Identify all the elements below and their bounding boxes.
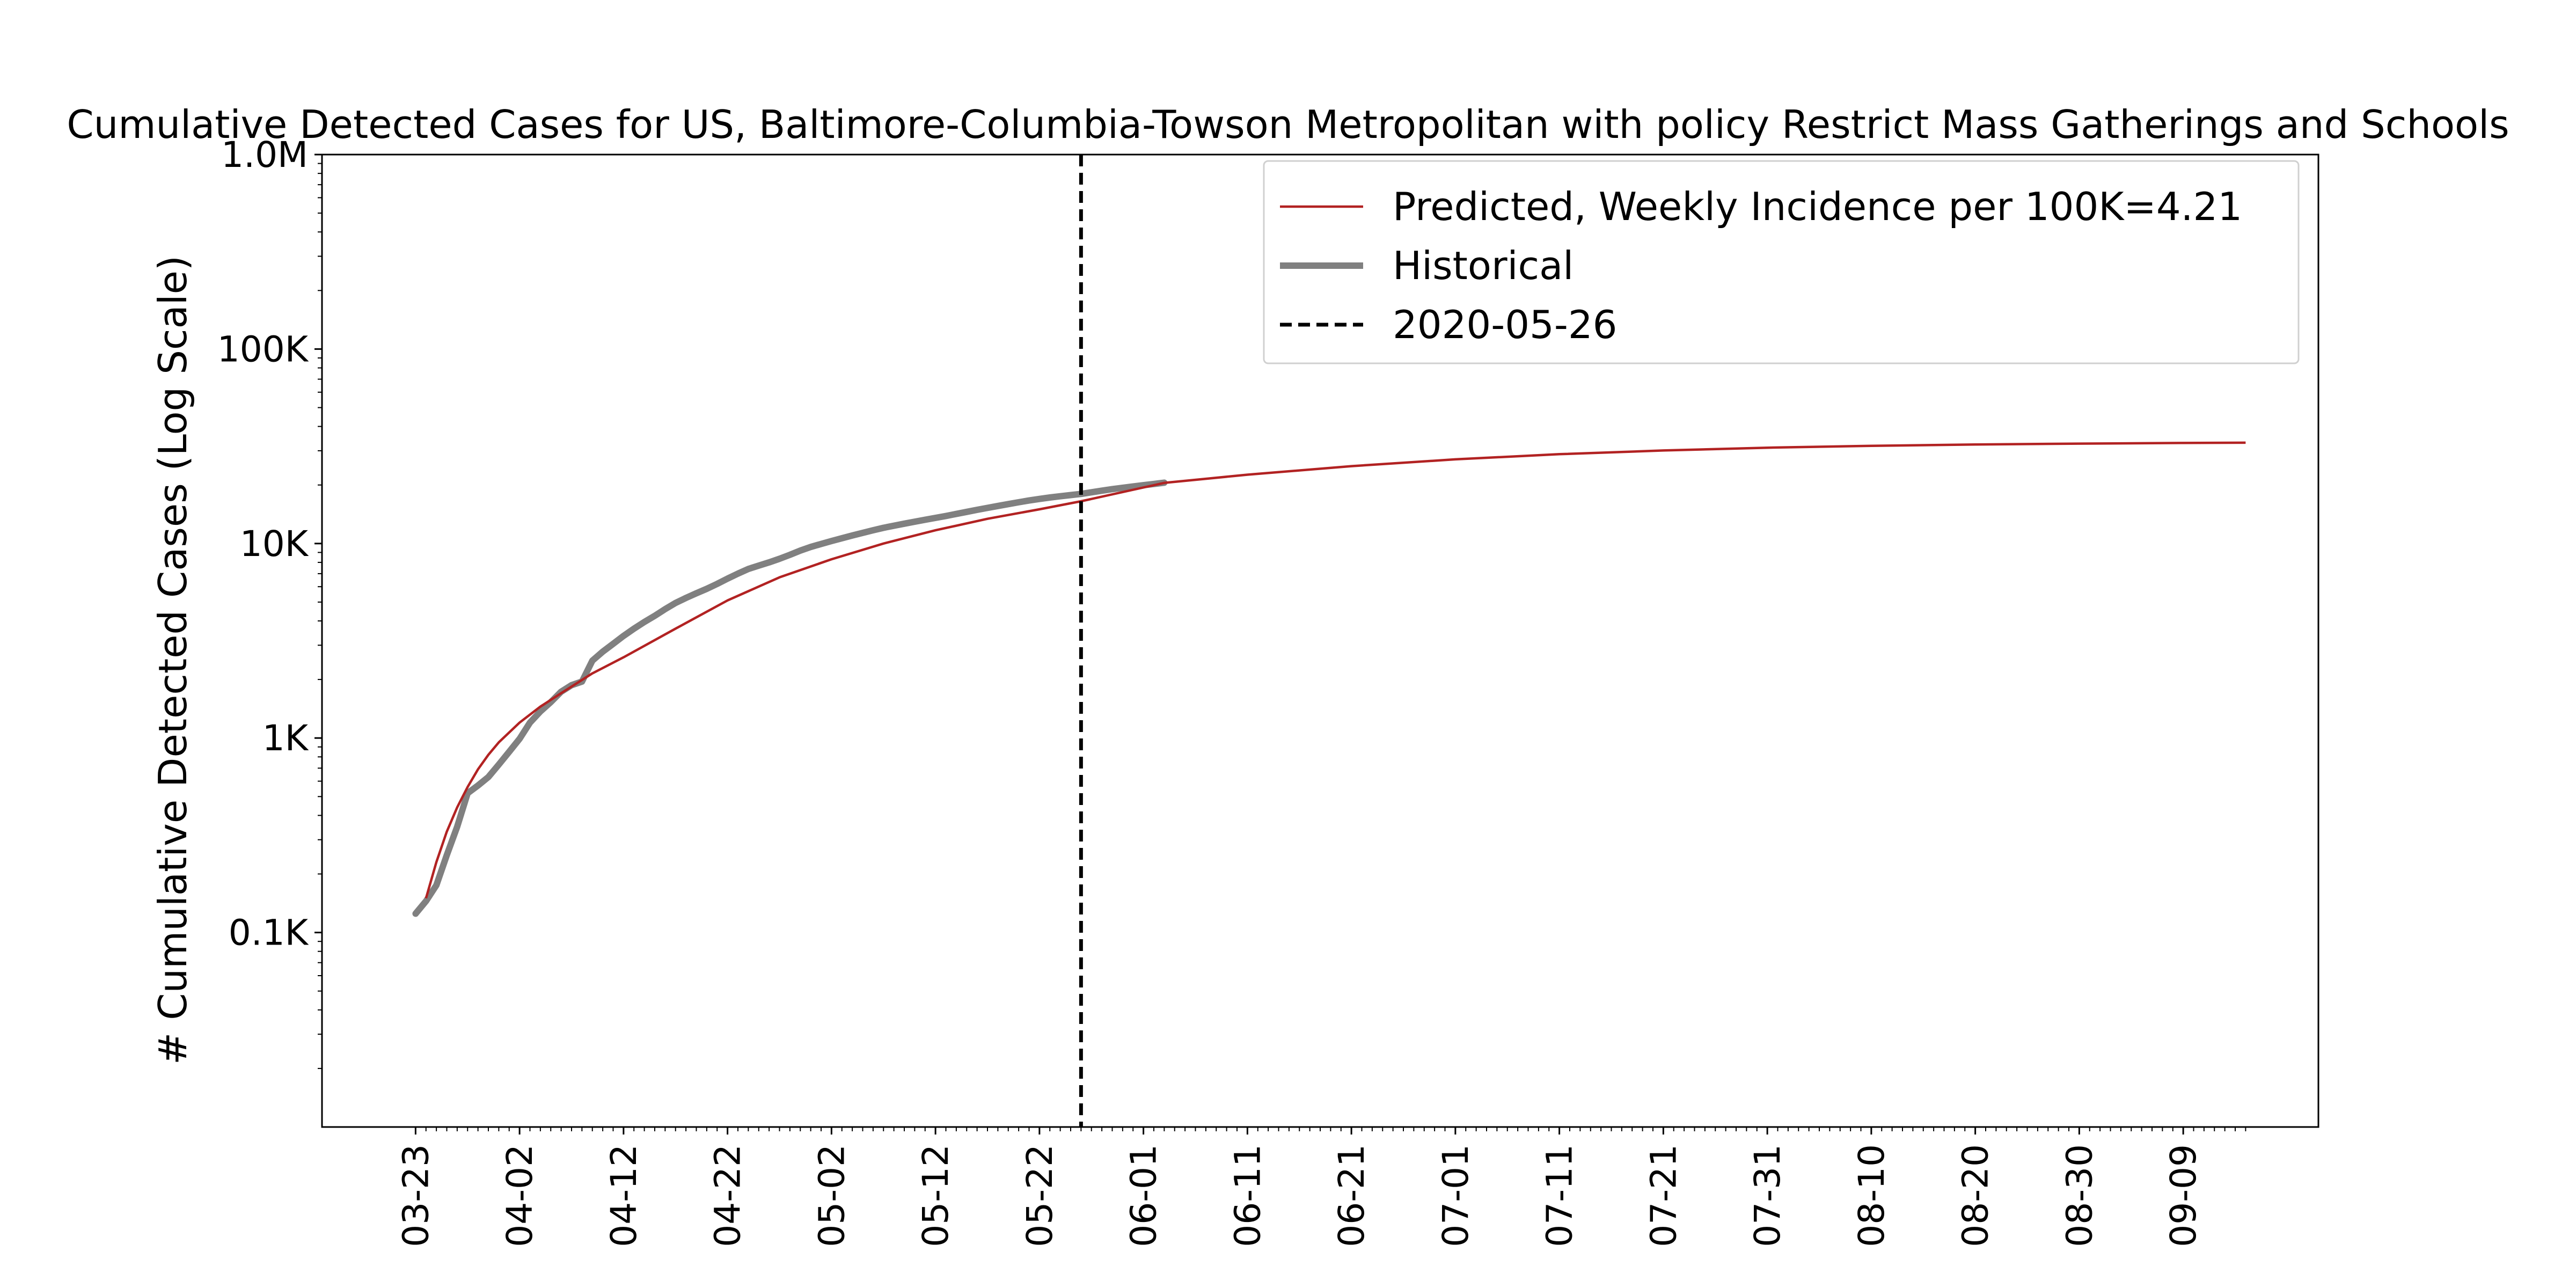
legend: Predicted, Weekly Incidence per 100K=4.2…: [1263, 160, 2300, 364]
y-ticks: 0.1K 1K 10K 100K 1.0M: [217, 134, 322, 954]
y-tick-label: 0.1K: [229, 912, 309, 954]
x-tick-label: 04-22: [707, 1144, 749, 1247]
x-tick-label: 08-20: [1955, 1144, 1996, 1247]
x-ticks: 03-23 04-02 04-12 04-22 05-02 05-12 05-22 06-01…: [395, 1127, 2204, 1247]
historical-line: [412, 479, 1168, 917]
x-tick-label: 04-02: [499, 1144, 540, 1247]
x-tick-label: 06-11: [1227, 1144, 1268, 1247]
x-tick-label: 08-10: [1851, 1144, 1892, 1247]
x-tick-label: 06-01: [1123, 1144, 1165, 1247]
legend-label-historical: Historical: [1393, 243, 1574, 288]
chart-title: Cumulative Detected Cases for US, Baltim…: [67, 102, 2509, 147]
x-tick-label: 07-31: [1747, 1144, 1788, 1247]
legend-label-predicted: Predicted, Weekly Incidence per 100K=4.2…: [1393, 184, 2242, 229]
x-tick-label: 07-11: [1539, 1144, 1580, 1247]
plot-lines: [412, 155, 2246, 1127]
y-tick-label: 1.0M: [221, 134, 308, 175]
x-tick-label: 06-21: [1331, 1144, 1372, 1247]
x-tick-label: 05-22: [1019, 1144, 1060, 1247]
legend-label-date: 2020-05-26: [1393, 302, 1617, 347]
x-tick-label: 03-23: [395, 1144, 436, 1247]
y-axis-label: # Cumulative Detected Cases (Log Scale): [150, 255, 195, 1065]
x-tick-label: 04-12: [603, 1144, 645, 1247]
x-tick-label: 07-21: [1643, 1144, 1684, 1247]
predicted-line: [425, 441, 2246, 899]
legend-box: [1263, 160, 2300, 364]
x-tick-label: 05-12: [915, 1144, 956, 1247]
y-tick-label: 100K: [217, 328, 309, 370]
plot-frame: [321, 153, 2319, 1128]
y-tick-label: 1K: [262, 718, 309, 759]
y-tick-label: 10K: [240, 523, 309, 565]
x-tick-label: 09-09: [2163, 1144, 2204, 1247]
x-tick-label: 05-02: [811, 1144, 852, 1247]
x-tick-label: 07-01: [1435, 1144, 1476, 1247]
x-tick-label: 08-30: [2059, 1144, 2100, 1247]
